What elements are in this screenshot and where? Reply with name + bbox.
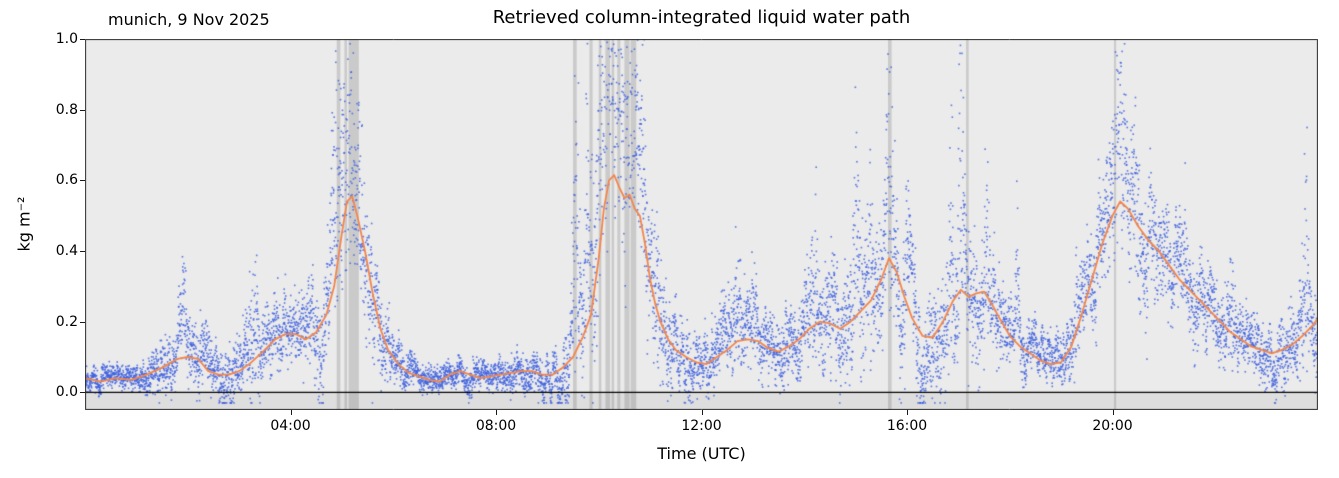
y-tick-label: 0.2 (55, 313, 78, 330)
x-axis-label: Time (UTC) (657, 444, 746, 463)
y-tick-label: 1.0 (55, 31, 78, 47)
x-tick-label: 04:00 (270, 418, 311, 434)
x-tick-mark (907, 410, 908, 415)
lwp-scatter-line-plot (85, 39, 1318, 410)
y-tick-mark (80, 251, 85, 252)
x-tick-label: 08:00 (475, 418, 517, 434)
y-tick-mark (80, 180, 85, 182)
y-tick-mark (80, 392, 85, 394)
x-tick-mark (1112, 410, 1114, 415)
y-tick-mark (80, 109, 85, 111)
y-tick-mark (80, 39, 85, 40)
x-tick-label: 12:00 (681, 418, 722, 434)
plot-area (85, 39, 1318, 410)
y-tick-label: 0.4 (55, 243, 78, 259)
x-tick-mark (701, 410, 703, 415)
chart-title: Retrieved column-integrated liquid water… (492, 7, 911, 28)
y-tick-label: 0.6 (55, 172, 78, 189)
y-tick-label: 0.0 (55, 384, 78, 401)
y-tick-label: 0.8 (55, 101, 78, 118)
station-date-annotation: munich, 9 Nov 2025 (108, 10, 270, 29)
x-tick-label: 20:00 (1092, 418, 1133, 434)
x-tick-label: 16:00 (886, 418, 928, 434)
x-tick-mark (290, 410, 292, 415)
y-tick-mark (80, 321, 85, 323)
x-tick-mark (496, 410, 497, 415)
